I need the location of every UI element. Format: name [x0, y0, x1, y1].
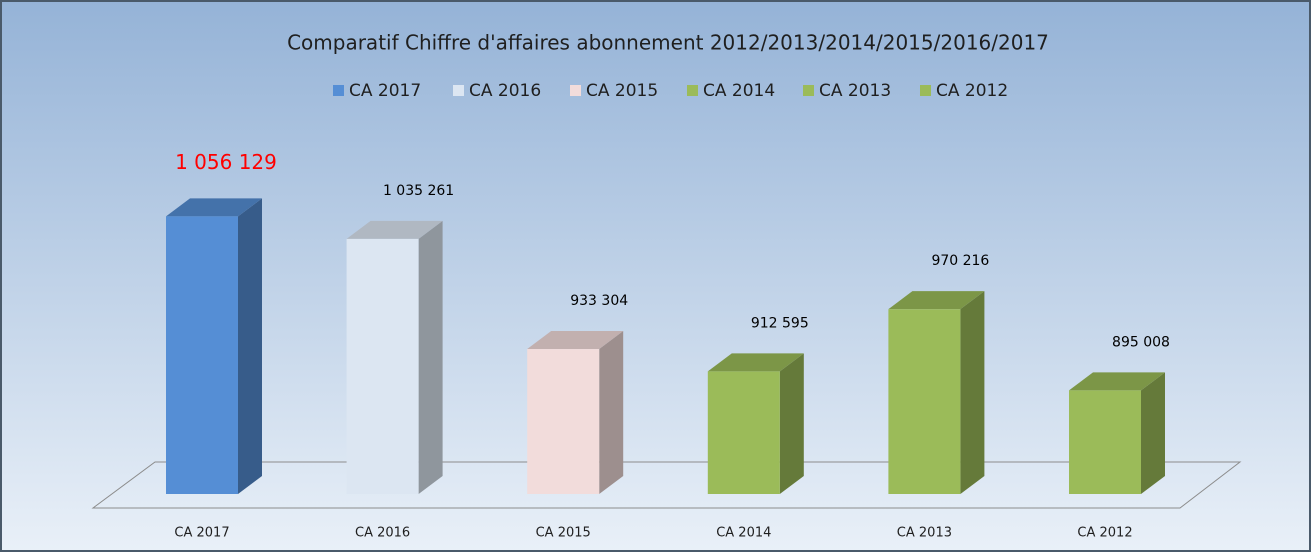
legend-label: CA 2015 [586, 81, 658, 101]
bar [707, 371, 780, 494]
x-tick-label: CA 2012 [1077, 526, 1132, 541]
bar-top [166, 198, 262, 217]
bar-side [238, 198, 262, 494]
value-label: 1 035 261 [383, 183, 454, 199]
x-tick-label: CA 2014 [716, 526, 771, 541]
bar-top [1069, 372, 1165, 391]
bar [166, 216, 238, 494]
bar-side [599, 331, 624, 494]
bar-top [707, 353, 804, 372]
chart-title: Comparatif Chiffre d'affaires abonnement… [287, 31, 1049, 55]
legend-swatch [920, 85, 931, 96]
bar-side [779, 353, 804, 494]
floor [91, 461, 1242, 509]
value-label: 912 595 [751, 315, 809, 331]
bar [888, 309, 961, 494]
bar [1069, 390, 1141, 494]
legend-swatch [453, 85, 464, 96]
value-label: 1 056 129 [175, 150, 277, 174]
bar-side [1141, 372, 1165, 494]
bar-top [346, 220, 443, 239]
bar-top [888, 291, 985, 310]
legend-swatch [570, 85, 581, 96]
bar [346, 238, 419, 494]
legend-label: CA 2017 [349, 81, 421, 101]
bar-top [527, 331, 624, 350]
legend-label: CA 2014 [703, 81, 775, 101]
legend-label: CA 2016 [469, 81, 541, 101]
legend-swatch [687, 85, 698, 96]
legend-swatch [333, 85, 344, 96]
x-tick-label: CA 2016 [355, 526, 410, 541]
legend-label: CA 2013 [819, 81, 891, 101]
x-tick-label: CA 2017 [174, 526, 229, 541]
bar-side [418, 220, 443, 494]
value-label: 933 304 [570, 293, 628, 309]
value-label: 895 008 [1112, 334, 1170, 350]
bar [527, 349, 600, 494]
x-tick-label: CA 2013 [897, 526, 952, 541]
x-tick-label: CA 2015 [536, 526, 591, 541]
legend-label: CA 2012 [936, 81, 1008, 101]
value-label: 970 216 [931, 253, 989, 269]
legend-swatch [803, 85, 814, 96]
bar-side [960, 291, 985, 494]
